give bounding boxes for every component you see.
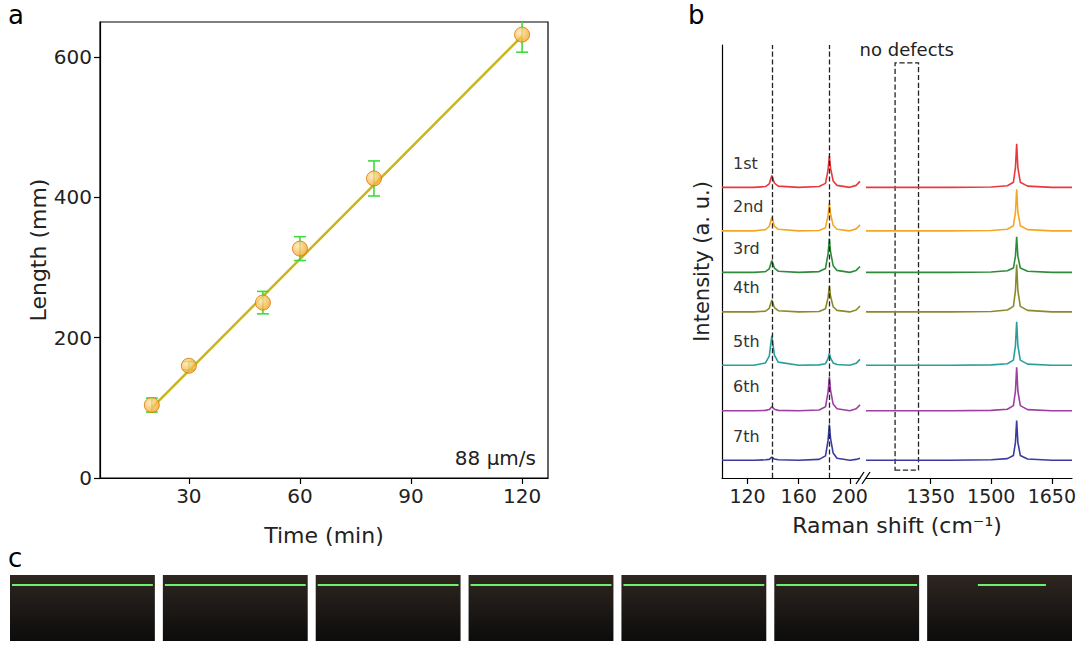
svg-text:Intensity (a. u.): Intensity (a. u.) (690, 181, 714, 342)
svg-text:1st: 1st (733, 154, 758, 173)
svg-text:c: c (8, 543, 22, 573)
svg-text:200: 200 (832, 485, 868, 507)
svg-text:120: 120 (729, 485, 765, 507)
svg-text:5th: 5th (733, 332, 760, 351)
svg-text:0: 0 (79, 466, 92, 490)
svg-text:Length (mm): Length (mm) (26, 179, 51, 322)
svg-text:1650: 1650 (1028, 485, 1076, 507)
svg-text:88 μm/s: 88 μm/s (455, 446, 536, 470)
svg-text:1500: 1500 (967, 485, 1015, 507)
svg-text:3rd: 3rd (733, 239, 760, 258)
svg-text:Raman shift (cm⁻¹): Raman shift (cm⁻¹) (792, 513, 1002, 538)
svg-text:400: 400 (54, 185, 92, 209)
svg-text:30: 30 (176, 484, 201, 508)
svg-text:a: a (8, 0, 24, 30)
svg-text:1350: 1350 (906, 485, 954, 507)
svg-text:200: 200 (54, 326, 92, 350)
svg-text:90: 90 (398, 484, 423, 508)
svg-text:Time (min): Time (min) (263, 523, 384, 548)
svg-text:120: 120 (503, 484, 541, 508)
svg-text:2nd: 2nd (733, 197, 763, 216)
svg-text:600: 600 (54, 45, 92, 69)
svg-text:60: 60 (287, 484, 312, 508)
svg-text:no defects: no defects (860, 39, 954, 60)
svg-text:7th: 7th (733, 427, 760, 446)
svg-text:160: 160 (781, 485, 817, 507)
svg-text:4th: 4th (733, 278, 760, 297)
svg-text:6th: 6th (733, 377, 760, 396)
svg-text:b: b (688, 0, 705, 30)
